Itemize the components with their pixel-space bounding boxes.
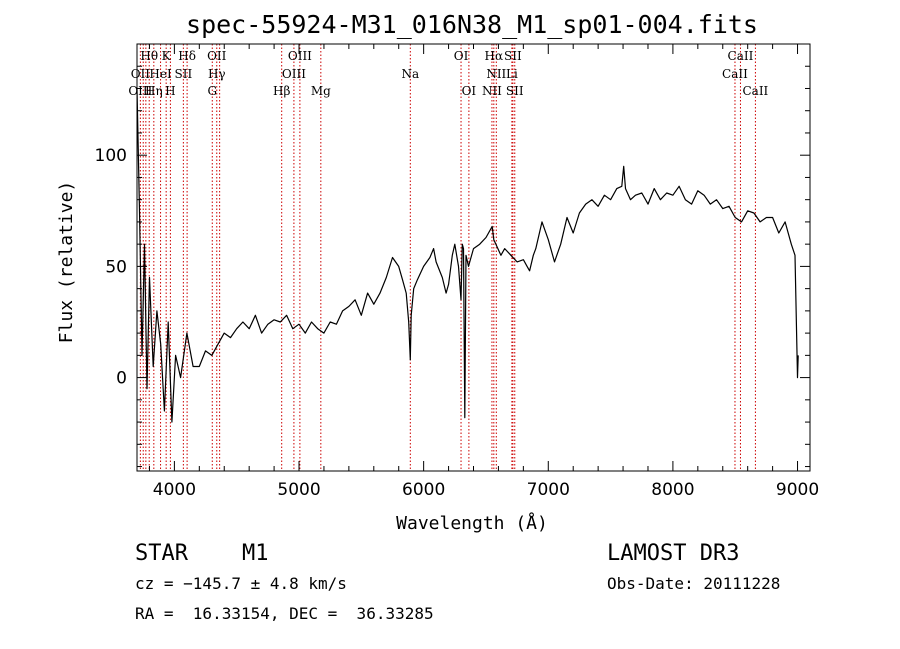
line-label: G [207, 84, 217, 98]
line-label: OIII [288, 49, 312, 63]
survey-label: LAMOST DR3 [607, 541, 740, 566]
subclass-label: M1 [242, 541, 269, 566]
y-tick-label: 0 [116, 369, 127, 389]
x-tick-label: 4000 [153, 480, 196, 500]
y-axis-label: Flux (relative) [56, 181, 77, 344]
line-label: Hθ [140, 49, 158, 63]
line-label: H [165, 84, 175, 98]
line-label: Mg [311, 84, 331, 98]
line-label: OIII [282, 67, 306, 81]
line-label: OI [462, 84, 477, 98]
line-label: Hδ [178, 49, 196, 63]
line-label: SII [504, 49, 522, 63]
line-label: OII [131, 67, 151, 81]
x-tick-label: 8000 [651, 480, 694, 500]
line-label: Hα [485, 49, 504, 63]
x-tick-label: 7000 [527, 480, 570, 500]
plot-frame [136, 43, 811, 472]
line-label: K [162, 49, 172, 63]
line-label: OII [207, 49, 227, 63]
obs-date-text: Obs-Date: 20111228 [607, 574, 781, 593]
axis-ticks: 4000 5000 6000 7000 8000 9000 0 50 100 [95, 44, 819, 500]
line-label: Li [506, 67, 518, 81]
line-label: Hβ [273, 84, 290, 98]
x-tick-label: 9000 [776, 480, 819, 500]
emission-line-markers [139, 44, 756, 471]
line-label: CaII [742, 84, 768, 98]
line-label: SII [506, 84, 524, 98]
flux-series [136, 88, 799, 423]
line-label: NII [482, 84, 502, 98]
line-label: Hη [145, 84, 163, 98]
x-tick-label: 5000 [277, 480, 320, 500]
line-label: OI [454, 49, 469, 63]
x-tick-label: 6000 [402, 480, 445, 500]
line-label: CaII [722, 67, 748, 81]
coords-text: RA = 16.33154, DEC = 36.33285 [135, 604, 434, 623]
line-label: HeI [149, 67, 172, 81]
line-label: CaII [728, 49, 754, 63]
class-label: STAR [135, 541, 188, 566]
line-label: SII [175, 67, 193, 81]
x-axis-label: Wavelength (Å) [396, 512, 548, 534]
redshift-text: cz = −145.7 ± 4.8 km/s [135, 574, 347, 593]
y-tick-label: 50 [105, 257, 127, 277]
y-tick-label: 100 [95, 146, 127, 166]
line-label: OIII [128, 84, 152, 98]
line-label: Hγ [208, 67, 226, 81]
series-line-flux [136, 88, 799, 423]
line-label: Na [401, 67, 419, 81]
line-label: NII [486, 67, 506, 81]
chart-title: spec-55924-M31_016N38_M1_sp01-004.fits [186, 10, 758, 39]
